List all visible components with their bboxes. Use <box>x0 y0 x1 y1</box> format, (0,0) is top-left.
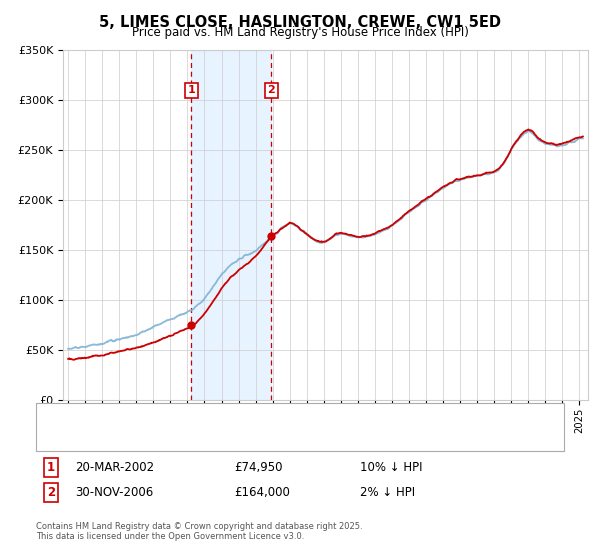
Text: £164,000: £164,000 <box>234 486 290 500</box>
Text: 5, LIMES CLOSE, HASLINGTON, CREWE, CW1 5ED: 5, LIMES CLOSE, HASLINGTON, CREWE, CW1 5… <box>99 15 501 30</box>
Text: 10% ↓ HPI: 10% ↓ HPI <box>360 461 422 474</box>
Text: 1: 1 <box>47 461 55 474</box>
Text: 5, LIMES CLOSE, HASLINGTON, CREWE, CW1 5ED (semi-detached house): 5, LIMES CLOSE, HASLINGTON, CREWE, CW1 5… <box>90 408 469 418</box>
Text: 20-MAR-2002: 20-MAR-2002 <box>75 461 154 474</box>
Bar <box>191 50 271 400</box>
Text: 2: 2 <box>268 85 275 95</box>
Text: 30-NOV-2006: 30-NOV-2006 <box>75 486 153 500</box>
Text: 2% ↓ HPI: 2% ↓ HPI <box>360 486 415 500</box>
Text: HPI: Average price, semi-detached house, Cheshire East: HPI: Average price, semi-detached house,… <box>90 427 383 437</box>
Text: 1: 1 <box>187 85 195 95</box>
Text: 2: 2 <box>47 486 55 500</box>
Text: Contains HM Land Registry data © Crown copyright and database right 2025.
This d: Contains HM Land Registry data © Crown c… <box>36 522 362 542</box>
Text: Price paid vs. HM Land Registry's House Price Index (HPI): Price paid vs. HM Land Registry's House … <box>131 26 469 39</box>
Text: £74,950: £74,950 <box>234 461 283 474</box>
